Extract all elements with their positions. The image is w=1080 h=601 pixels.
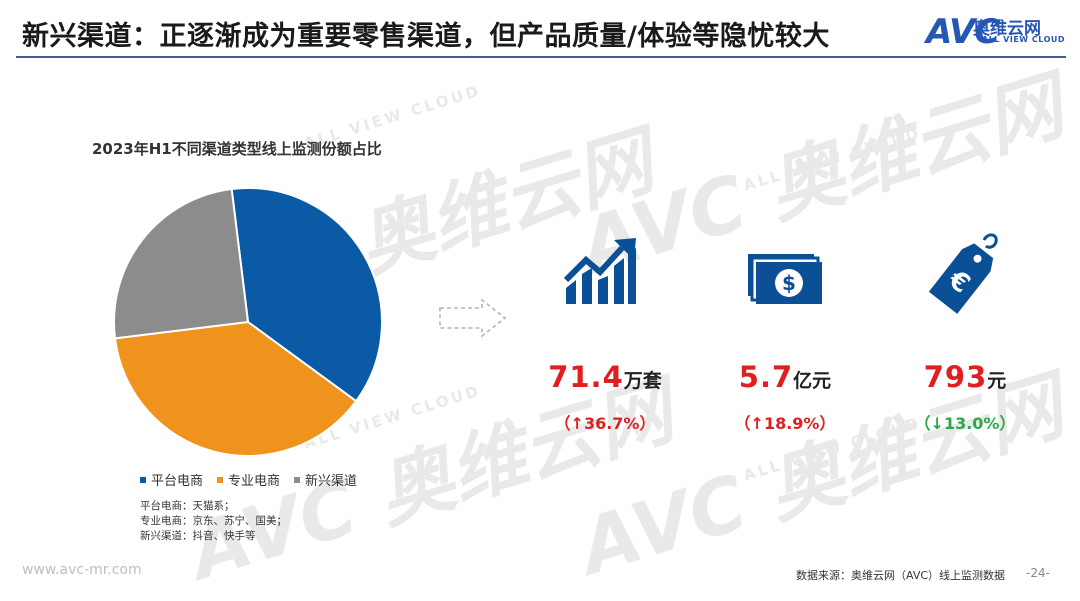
kpi-number: 71.4 <box>548 360 624 394</box>
note-platform: 平台电商：天猫系； <box>140 500 235 512</box>
title-divider <box>16 56 1066 58</box>
legend-label-emerging: 新兴渠道 <box>305 474 358 489</box>
growth-chart-icon <box>563 238 636 304</box>
kpi-value-volume: 71.4万套 <box>540 360 670 394</box>
kpi-unit: 万套 <box>623 370 662 392</box>
legend-label-platform: 平台电商 <box>151 474 204 489</box>
logo-en: ALL VIEW CLOUD <box>982 35 1066 44</box>
page-title: 新兴渠道：正逐渐成为重要零售渠道，但产品质量/体验等隐忧较大 <box>22 21 830 52</box>
kpi-unit: 亿元 <box>793 370 832 392</box>
kpi-number: 5.7 <box>738 360 794 394</box>
kpi-value-revenue: 5.7亿元 <box>720 360 850 394</box>
channel-notes: 平台电商：天猫系； 专业电商：京东、苏宁、国美； 新兴渠道：抖音、快手等 <box>140 499 287 544</box>
money-icon: $ <box>748 254 822 304</box>
legend-item-professional: 专业电商 <box>217 470 280 489</box>
legend-item-platform: 平台电商 <box>140 470 203 489</box>
kpi-unit: 元 <box>987 370 1007 392</box>
watermark-sub: ALL VIEW CLOUD <box>741 123 924 195</box>
legend-item-emerging: 新兴渠道 <box>294 470 357 489</box>
kpi-number: 793 <box>923 360 988 394</box>
svg-text:$: $ <box>782 271 796 295</box>
kpi-value-price: 793元 <box>900 360 1030 394</box>
pie-chart <box>113 187 383 457</box>
pie-slice-emerging <box>113 187 250 340</box>
legend-swatch-platform <box>140 476 146 483</box>
page-number: -24- <box>1026 566 1050 580</box>
note-emerging: 新兴渠道：抖音、快手等 <box>140 530 256 542</box>
watermark: ALL VIEW CLOUD <box>741 123 923 194</box>
legend-swatch-emerging <box>294 476 301 483</box>
kpi-change-price: （↓13.0%） <box>914 414 1016 433</box>
kpi-change-revenue: （↑18.9%） <box>734 414 836 433</box>
kpi-change-volume: （↑36.7%） <box>554 414 656 433</box>
avc-logo: AVC 奥维云网 ALL VIEW CLOUD <box>896 10 1066 52</box>
footer-source: 数据来源：奥维云网（AVC）线上监测数据 <box>796 569 1006 582</box>
pie-slice-platform <box>230 187 383 403</box>
note-professional: 专业电商：京东、苏宁、国美； <box>140 515 287 527</box>
pie-slice-professional <box>113 320 358 457</box>
legend-swatch-professional <box>217 476 224 483</box>
euro-price-tag-icon: € <box>928 233 998 314</box>
logo-cn: 奥维云网 <box>973 19 1041 39</box>
legend-label-professional: 专业电商 <box>228 474 281 489</box>
chart-title: 2023年H1不同渠道类型线上监测份额占比 <box>92 140 382 158</box>
footer-website: www.avc-mr.com <box>22 562 142 578</box>
right-arrow-icon <box>439 298 507 338</box>
chart-legend: 平台电商 专业电商 新兴渠道 <box>140 470 357 489</box>
logo-mark: AVC <box>926 12 999 52</box>
